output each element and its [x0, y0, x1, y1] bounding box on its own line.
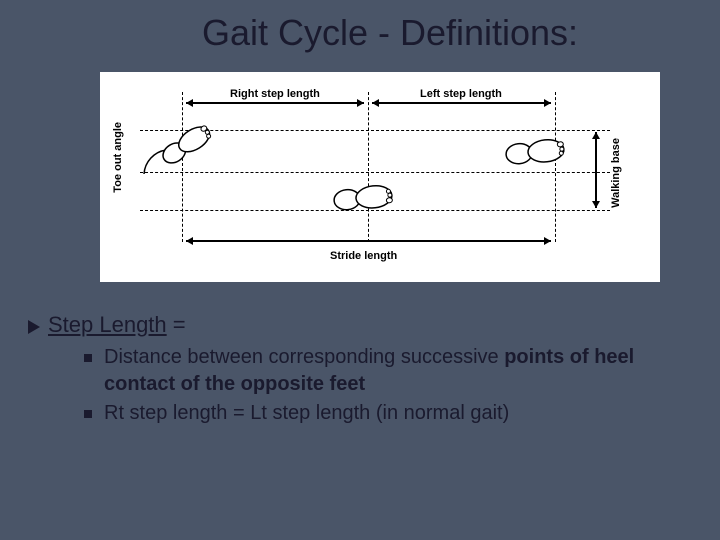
foot-left-1 — [156, 119, 219, 172]
arrow-left-step — [372, 102, 551, 104]
bullet-heading-rest: = — [167, 312, 186, 337]
label-walking-base: Walking base — [610, 138, 622, 208]
sub-bullet-list: Distance between corresponding successiv… — [28, 344, 692, 427]
arrow-walking-base — [595, 132, 597, 208]
label-toe-out: Toe out angle — [112, 122, 124, 193]
guide-v3 — [555, 92, 556, 242]
sub-bullet-2: Rt step length = Lt step length (in norm… — [84, 400, 692, 427]
guide-mid — [140, 172, 610, 173]
gait-diagram: Right step length Left step length Strid… — [100, 72, 660, 282]
bullet-heading-underline: Step Length — [48, 312, 167, 337]
label-right-step: Right step length — [230, 88, 320, 100]
main-bullet: Step Length = — [28, 312, 692, 338]
sub-bullet-1: Distance between corresponding successiv… — [84, 344, 692, 398]
triangle-bullet-icon — [28, 320, 40, 334]
label-stride: Stride length — [330, 250, 397, 262]
guide-v1 — [182, 92, 183, 242]
bullet-section: Step Length = Distance between correspon… — [0, 312, 720, 427]
sub1-pre: Distance between corresponding successiv… — [104, 346, 504, 368]
slide-title: Gait Cycle - Definitions: — [0, 0, 720, 54]
foot-left-2 — [503, 135, 568, 169]
guide-v2 — [368, 92, 369, 242]
arrow-right-step — [186, 102, 364, 104]
sub2-pre: Rt step length = Lt step length (in norm… — [104, 402, 509, 424]
label-left-step: Left step length — [420, 88, 502, 100]
arrow-stride — [186, 240, 551, 242]
